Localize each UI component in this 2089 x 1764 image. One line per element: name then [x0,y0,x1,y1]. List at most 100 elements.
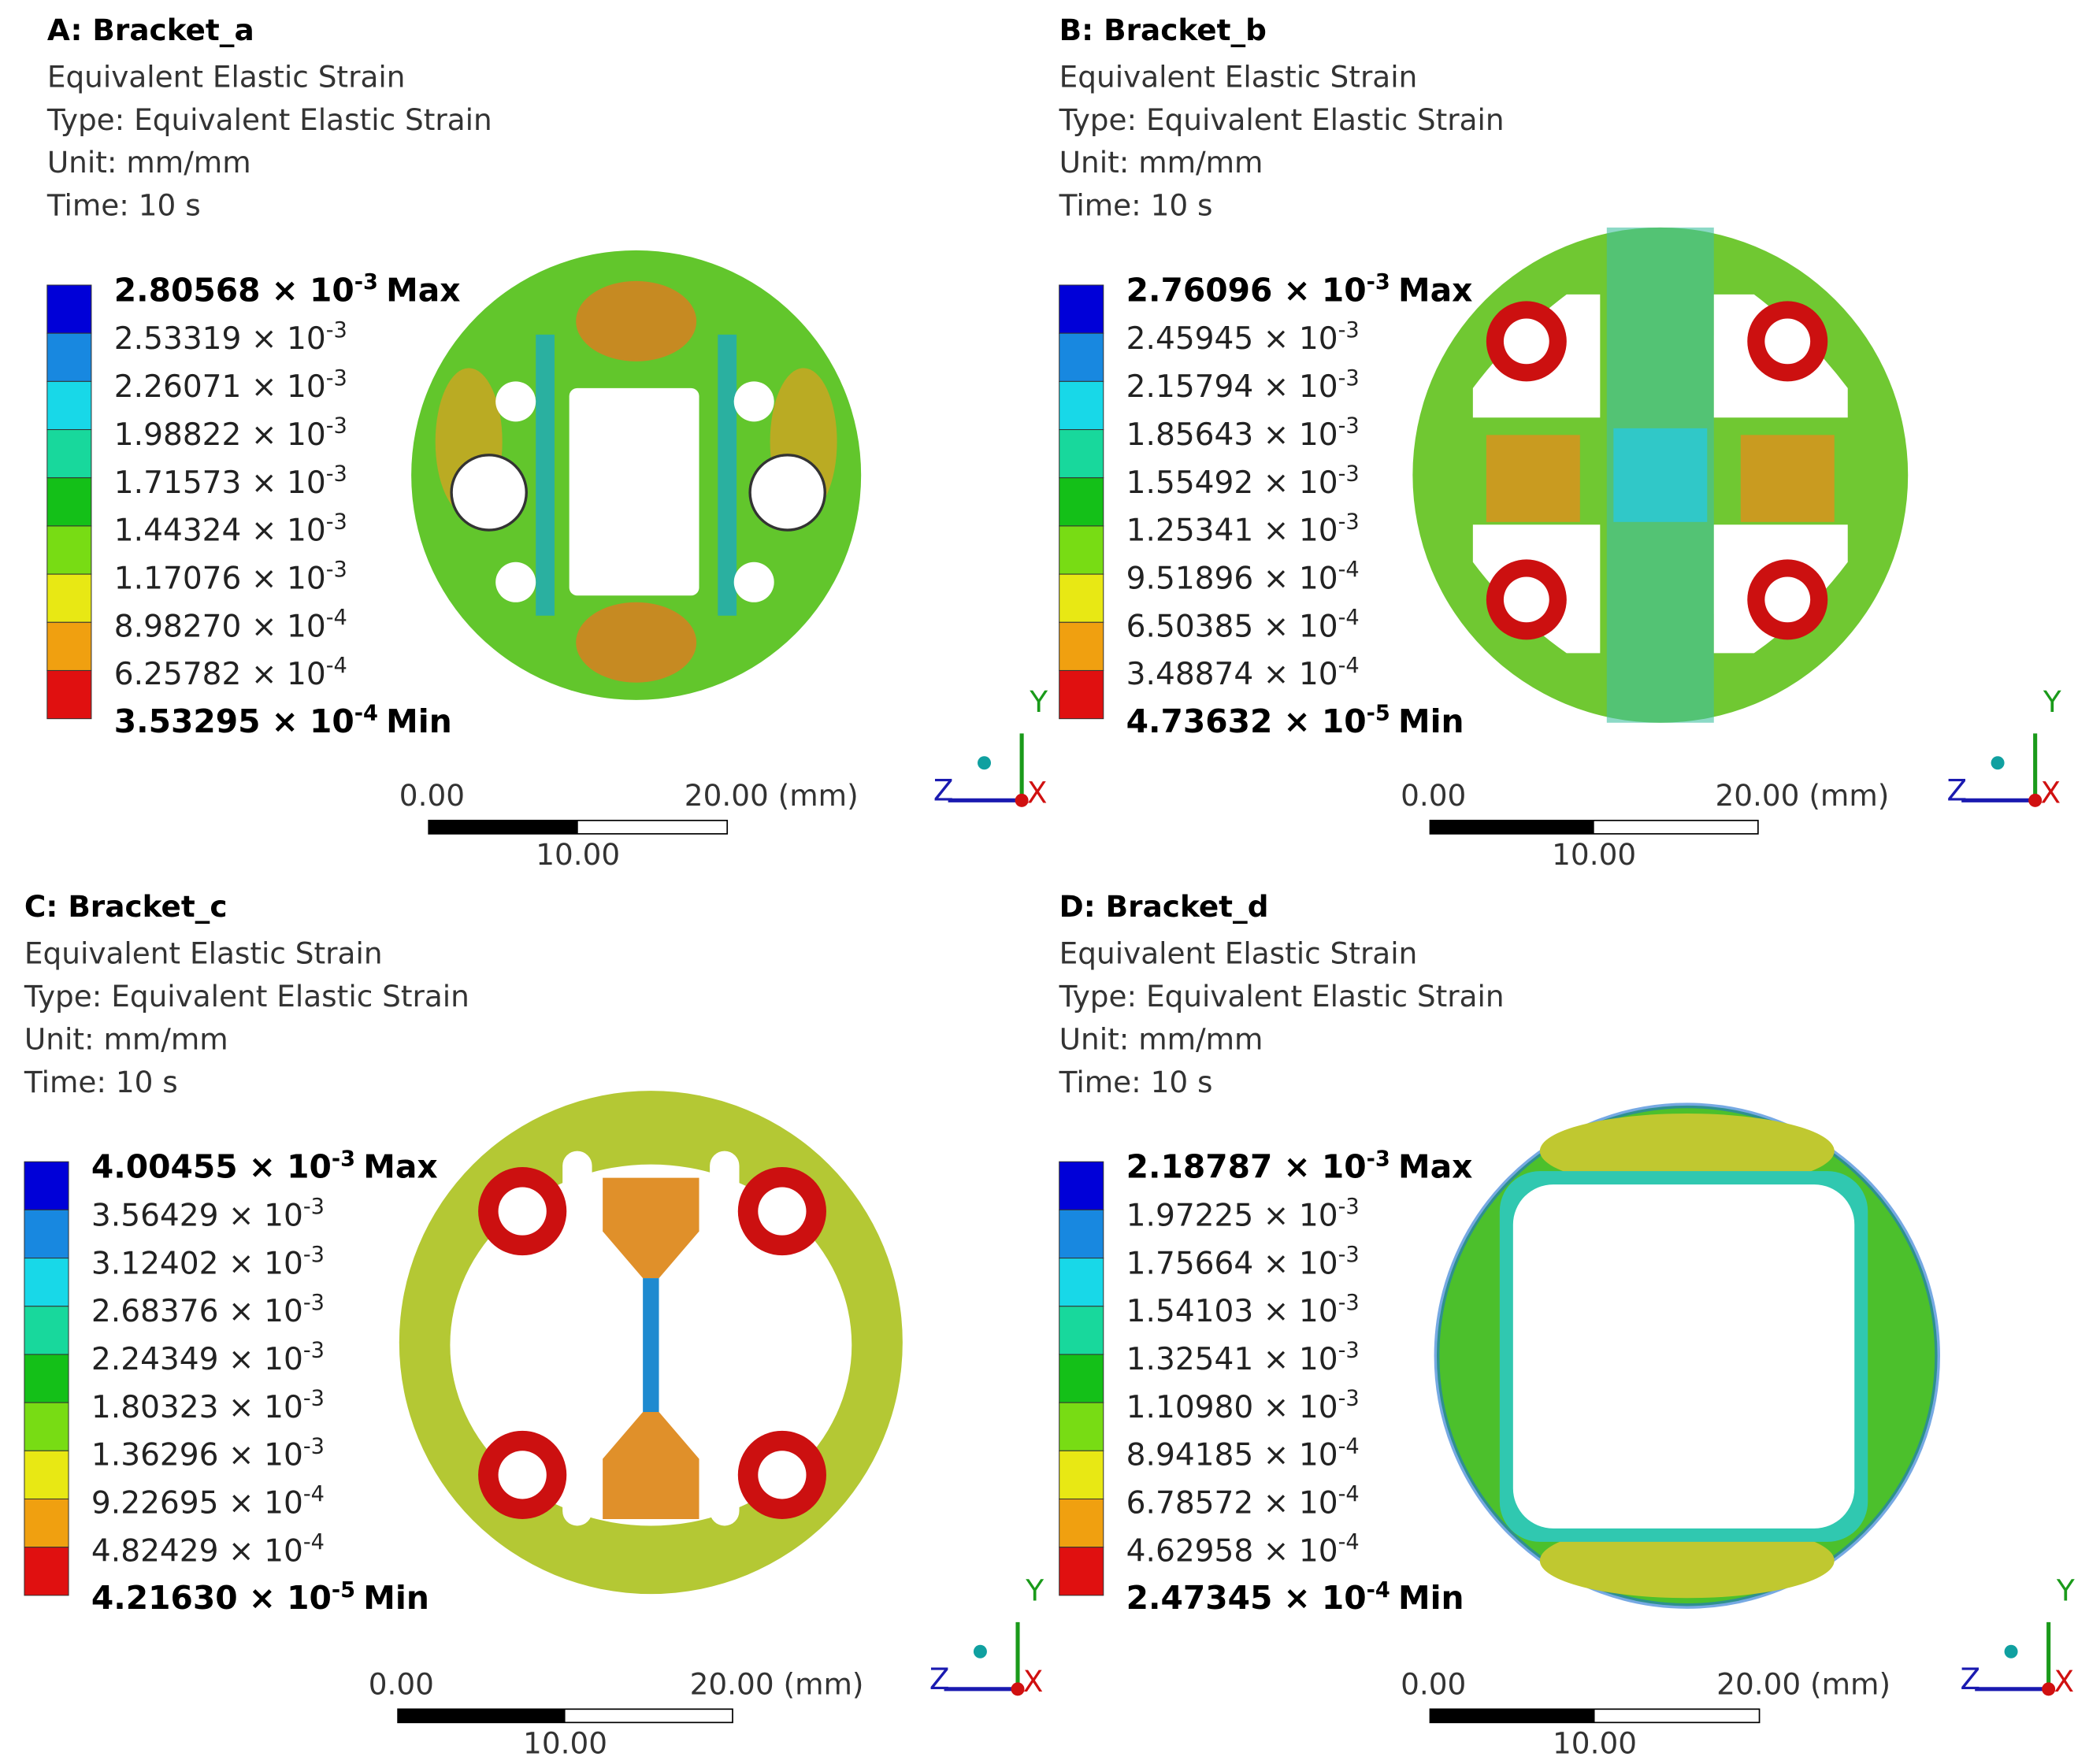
legend-band [1059,525,1104,575]
legend-band [46,669,92,720]
legend-exponent: -3 [1338,1339,1360,1363]
legend-mantissa: 2.26071 × 10 [114,369,326,405]
legend-suffix: Min [1398,1579,1464,1617]
legend-label: 1.17076 × 10-3 [114,558,347,596]
scale-end: 20.00 (mm) [1716,1667,1890,1702]
info-line: Time: 10 s [1059,188,1213,223]
legend-mantissa: 1.98822 × 10 [114,417,326,453]
legend-label: 2.68376 × 10-3 [91,1291,325,1329]
legend-label: 1.54103 × 10-3 [1126,1291,1360,1329]
legend-band [24,1209,69,1259]
legend-suffix: Max [1398,1148,1472,1186]
scale-start: 0.00 [369,1667,434,1702]
legend-exponent: -3 [1367,270,1390,295]
legend-label: 1.44324 × 10-3 [114,510,347,548]
legend-exponent: -5 [332,1578,355,1603]
axis-y-label: Y [2043,684,2061,719]
legend-exponent: -3 [303,1434,325,1458]
legend-exponent: -3 [326,510,347,534]
legend-exponent: -4 [1338,558,1360,582]
info-line: Equivalent Elastic Strain [1059,936,1418,971]
panel-title: C: Bracket_c [24,889,228,924]
legend-mantissa: 4.00455 × 10 [91,1148,332,1186]
legend-exponent: -3 [326,461,347,486]
info-line: Equivalent Elastic Strain [1059,59,1418,94]
axis-x [1015,793,1029,807]
triad-dot [2004,1644,2018,1658]
legend-mantissa: 6.50385 × 10 [1126,609,1338,644]
legend-exponent: -3 [1338,366,1360,391]
legend-band [1059,669,1104,720]
legend-mantissa: 2.68376 × 10 [91,1294,303,1329]
legend-label: 2.76096 × 10-3 Max [1126,270,1473,309]
legend-exponent: -4 [1338,1482,1360,1506]
scale-mid: 10.00 [1552,837,1636,872]
legend-band [24,1547,69,1596]
scale-end: 20.00 (mm) [685,778,859,813]
legend-mantissa: 3.53295 × 10 [114,702,354,740]
legend-mantissa: 1.85643 × 10 [1126,417,1338,453]
legend-suffix: Min [386,702,452,740]
triad-dot [978,756,992,770]
legend-exponent: -4 [326,654,347,678]
legend-label: 1.55492 × 10-3 [1126,461,1360,500]
legend-exponent: -3 [326,318,347,343]
info-line: Unit: mm/mm [24,1021,228,1056]
legend-exponent: -4 [1338,1434,1360,1458]
scale-bar-fill [398,1709,566,1723]
legend-band [1059,284,1104,334]
legend-exponent: -3 [1338,510,1360,534]
legend-label: 6.78572 × 10-4 [1126,1482,1360,1521]
legend-exponent: -3 [1338,1291,1360,1315]
panel-title: B: Bracket_b [1059,13,1267,47]
legend-mantissa: 6.25782 × 10 [114,657,326,692]
legend-band [1059,380,1104,431]
axis-x [2042,1682,2056,1696]
legend-mantissa: 2.24349 × 10 [91,1342,303,1377]
axis-z-label: Z [1946,773,1967,807]
legend-band [46,429,92,479]
legend-band [1059,1209,1104,1259]
legend-suffix: Max [1398,271,1472,309]
info-line: Time: 10 s [46,188,201,223]
legend-suffix: Max [363,1148,437,1186]
model-a [411,250,862,700]
legend-mantissa: 2.47345 × 10 [1126,1579,1367,1617]
legend-exponent: -4 [303,1530,325,1555]
legend-exponent: -4 [1338,654,1360,678]
legend-label: 4.21630 × 10-5 Min [91,1578,429,1617]
legend-exponent: -3 [303,1291,325,1315]
legend-exponent: -3 [303,1243,325,1267]
legend-mantissa: 8.94185 × 10 [1126,1438,1338,1473]
legend-label: 3.12402 × 10-3 [91,1243,325,1281]
legend-label: 2.80568 × 10-3 Max [114,270,461,309]
legend-mantissa: 2.45945 × 10 [1126,321,1338,357]
legend-exponent: -3 [303,1195,325,1219]
legend-band [46,621,92,671]
legend-mantissa: 1.55492 × 10 [1126,465,1338,501]
legend-mantissa: 1.36296 × 10 [91,1438,303,1473]
info-line: Unit: mm/mm [1059,1021,1263,1056]
legend-band [46,525,92,575]
legend-exponent: -3 [1338,461,1360,486]
legend-mantissa: 8.98270 × 10 [114,609,326,644]
legend-band [1059,621,1104,671]
legend-band [24,1306,69,1355]
info-line: Unit: mm/mm [47,145,251,180]
axis-y-label: Y [1025,1573,1044,1608]
legend-exponent: -3 [332,1147,355,1171]
legend-label: 4.62958 × 10-4 [1126,1530,1360,1569]
legend-mantissa: 1.25341 × 10 [1126,513,1338,549]
legend-mantissa: 1.54103 × 10 [1126,1294,1338,1329]
legend-mantissa: 2.76096 × 10 [1126,271,1367,309]
scale-bar-fill [429,820,578,834]
legend-mantissa: 1.10980 × 10 [1126,1390,1338,1425]
legend-band [46,380,92,431]
legend-band [1059,429,1104,479]
legend-exponent: -3 [303,1387,325,1411]
scale-start: 0.00 [399,778,465,813]
legend-label: 8.98270 × 10-4 [114,606,347,644]
legend-band [1059,1402,1104,1451]
legend-mantissa: 1.17076 × 10 [114,561,326,596]
legend-mantissa: 4.21630 × 10 [91,1579,332,1617]
